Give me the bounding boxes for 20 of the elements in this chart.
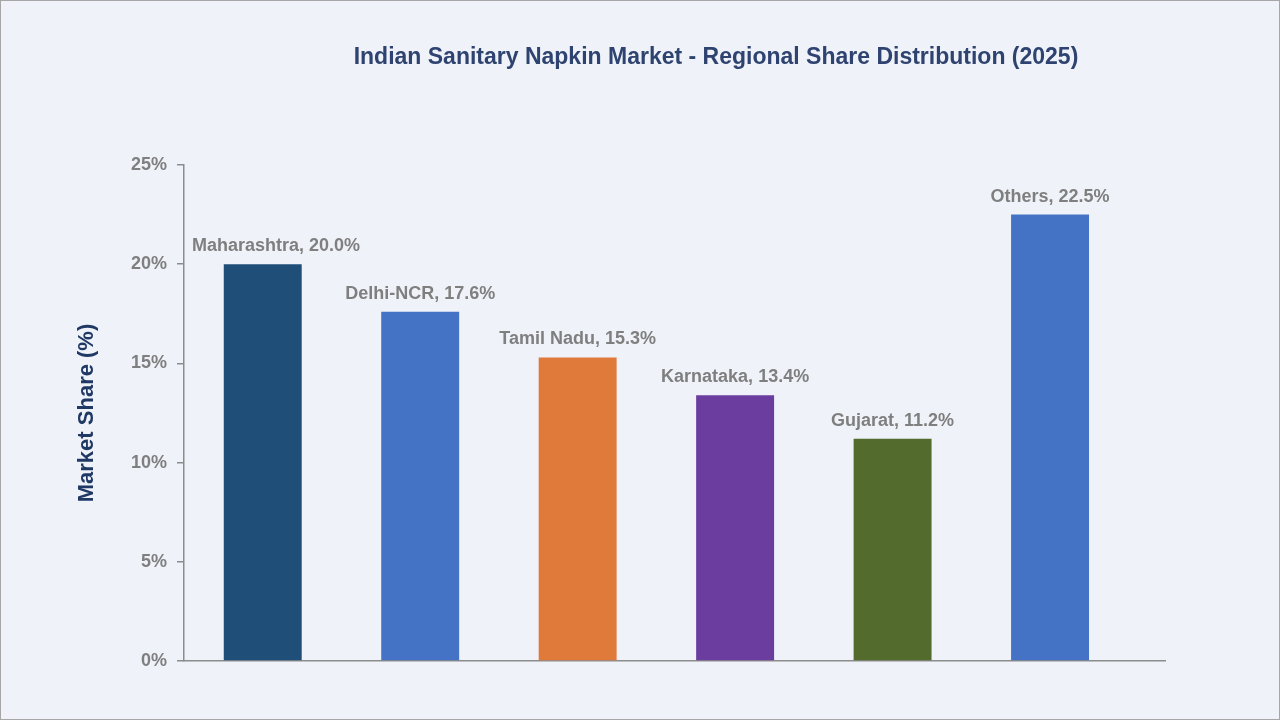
chart-title: Indian Sanitary Napkin Market - Regional Share Distribution (2025) [352,43,1080,70]
bar [381,311,460,661]
y-tick-label: 20% [130,253,167,274]
bar [538,357,617,661]
data-label: Delhi-NCR, 17.6% [345,282,496,303]
y-tick-label: 0% [140,649,167,670]
y-tick-label: 15% [130,352,167,373]
bar [1011,214,1090,661]
data-label: Tamil Nadu, 15.3% [499,328,657,349]
data-label: Gujarat, 11.2% [831,409,955,430]
y-tick-label: 25% [130,153,167,174]
y-tick-label: 5% [140,550,167,571]
y-axis-title: Market Share (%) [73,323,99,503]
bar [696,395,775,661]
data-label: Karnataka, 13.4% [661,366,810,387]
bar [853,438,932,661]
data-label: Others, 22.5% [990,185,1110,206]
data-label: Maharashtra, 20.0% [191,235,361,256]
y-tick-label: 10% [130,451,167,472]
bar [223,264,302,661]
